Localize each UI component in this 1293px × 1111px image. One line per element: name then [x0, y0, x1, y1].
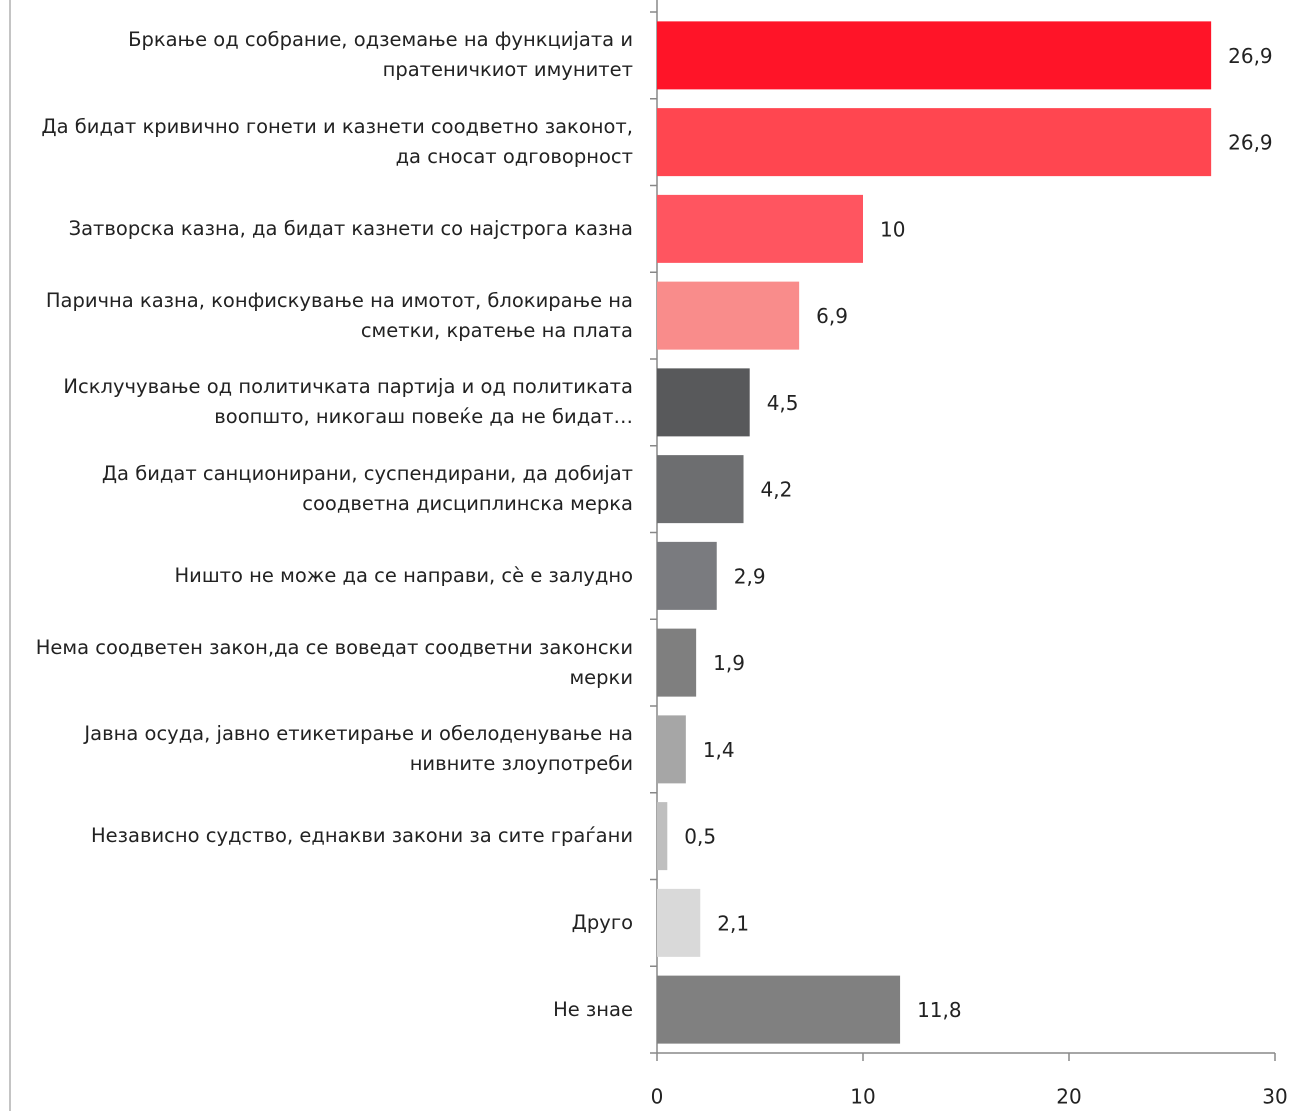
category-text: Не знае [553, 997, 633, 1021]
bar [657, 21, 1212, 90]
value-label: 1,9 [713, 651, 745, 675]
category-label: Независно судство, еднакви закони за сит… [10, 793, 633, 880]
category-text: Бркање од собрание, одземање на функција… [128, 28, 633, 82]
bar [657, 715, 686, 784]
bar [657, 455, 744, 524]
value-label: 26,9 [1228, 131, 1273, 155]
bar [657, 975, 901, 1044]
bar [657, 368, 750, 437]
value-label: 2,1 [717, 911, 749, 935]
bar [657, 281, 800, 350]
x-tick-label: 10 [850, 1085, 875, 1109]
category-label: Да бидат кривично гонети и казнети соодв… [10, 99, 633, 186]
category-text: Затворска казна, да бидат казнети со нај… [68, 216, 633, 240]
category-text: Нема соодветен закон,да се воведат соодв… [35, 635, 633, 689]
value-label: 11,8 [917, 998, 962, 1022]
value-label: 10 [880, 217, 905, 241]
value-label: 4,5 [767, 391, 799, 415]
value-label: 6,9 [816, 304, 848, 328]
value-label: 2,9 [734, 564, 766, 588]
value-label: 4,2 [761, 478, 793, 502]
category-label: Јавна осуда, јавно етикетирање и обелоде… [10, 706, 633, 793]
category-text: Исклучување од политичката партија и од … [63, 375, 633, 429]
bar [657, 888, 701, 957]
value-label: 26,9 [1228, 44, 1273, 68]
category-label: Ништо не може да се направи, сѐ е залудн… [10, 533, 634, 620]
bar [657, 194, 863, 263]
value-label: 0,5 [684, 825, 716, 849]
category-label: Да бидат санционирани, суспендирани, да … [10, 446, 633, 533]
category-label: Друго [10, 880, 633, 967]
category-text: Друго [571, 910, 633, 934]
category-text: Независно судство, еднакви закони за сит… [90, 824, 633, 848]
bar [657, 628, 697, 697]
category-text: Да бидат кривично гонети и казнети соодв… [41, 115, 633, 169]
category-text: Јавна осуда, јавно етикетирање и обелоде… [84, 722, 633, 776]
bar [657, 802, 668, 871]
category-text: Парична казна, конфискување на имотот, б… [45, 288, 633, 342]
value-label: 1,4 [703, 738, 735, 762]
category-label: Затворска казна, да бидат казнети со нај… [10, 186, 633, 273]
bar [657, 108, 1212, 177]
x-tick-label: 0 [651, 1085, 664, 1109]
bar [657, 541, 717, 610]
category-label: Нема соодветен закон,да се воведат соодв… [10, 619, 633, 706]
category-label: Исклучување од политичката партија и од … [10, 359, 633, 446]
category-label: Не знае [10, 966, 633, 1053]
category-text: Да бидат санционирани, суспендирани, да … [101, 462, 633, 516]
category-label: Парична казна, конфискување на имотот, б… [10, 272, 633, 359]
category-label: Бркање од собрание, одземање на функција… [10, 12, 633, 99]
x-tick-label: 20 [1056, 1085, 1081, 1109]
category-text: Ништо не може да се направи, сѐ е залудн… [174, 563, 634, 587]
x-tick-label: 30 [1262, 1085, 1287, 1109]
